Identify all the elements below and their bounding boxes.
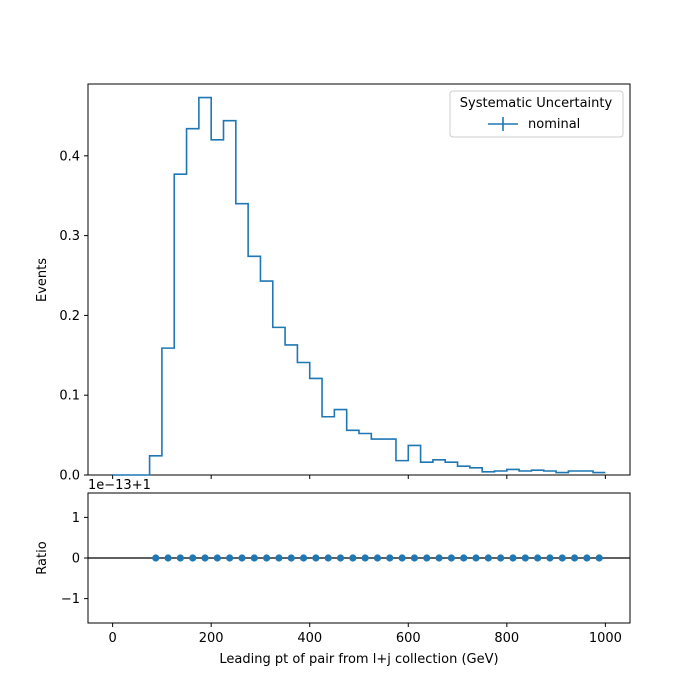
main-y-axis-label: Events — [35, 258, 50, 302]
ratio-point — [546, 554, 554, 562]
ratio-point — [521, 554, 529, 562]
ratio-point — [201, 554, 209, 562]
ratio-point — [472, 554, 480, 562]
x-tick-label: 0 — [108, 631, 116, 646]
ratio-point — [361, 554, 369, 562]
ratio-point — [595, 554, 603, 562]
legend-title: Systematic Uncertainty — [460, 96, 613, 111]
ratio-point — [534, 554, 542, 562]
main-y-tick-label: 0.3 — [59, 229, 80, 244]
legend-marker-nominal — [488, 117, 518, 131]
ratio-point — [509, 554, 517, 562]
ratio-offset-label: 1e−13+1 — [88, 478, 151, 493]
ratio-point — [152, 554, 160, 562]
ratio-point — [263, 554, 271, 562]
ratio-point — [423, 554, 431, 562]
ratio-point — [299, 554, 308, 562]
ratio-point — [386, 554, 394, 562]
ratio-point — [398, 554, 406, 562]
x-tick-label: 400 — [297, 631, 322, 646]
ratio-point — [558, 554, 566, 562]
main-y-tick-label: 0.4 — [59, 149, 80, 164]
ratio-y-ticks: −1 0 1 — [61, 511, 88, 607]
ratio-point — [373, 554, 382, 562]
x-tick-label: 1000 — [589, 631, 622, 646]
x-tick-label: 600 — [396, 631, 421, 646]
legend-box — [449, 90, 624, 138]
ratio-point — [435, 554, 443, 562]
ratio-point — [324, 554, 332, 562]
ratio-point — [349, 554, 357, 562]
ratio-point — [336, 554, 345, 562]
ratio-point — [275, 554, 283, 562]
x-tick-label: 800 — [494, 631, 519, 646]
ratio-point — [312, 554, 320, 562]
ratio-point — [189, 554, 197, 562]
ratio-point — [250, 554, 258, 562]
ratio-point — [213, 554, 221, 562]
series-nominal-step-line — [112, 96, 606, 476]
legend: Systematic Uncertainty nominal — [449, 90, 624, 138]
legend-entry-nominal: nominal — [528, 117, 580, 132]
ratio-point — [447, 554, 455, 562]
main-plot-frame — [87, 83, 631, 476]
ratio-point — [164, 554, 172, 562]
ratio-y-axis-label: Ratio — [35, 541, 50, 574]
main-y-ticks: 0.0 0.1 0.2 0.3 0.4 — [59, 149, 88, 484]
ratio-point — [176, 554, 184, 562]
ratio-point — [410, 554, 419, 562]
main-y-tick-label: 0.2 — [59, 309, 80, 324]
main-x-ticks — [112, 475, 606, 479]
ratio-y-tick-label: 0 — [72, 552, 80, 567]
x-tick-label: 200 — [199, 631, 224, 646]
ratio-point — [497, 554, 505, 562]
ratio-point — [460, 554, 468, 562]
ratio-point — [226, 554, 234, 562]
ratio-point — [238, 554, 246, 562]
ratio-point — [287, 554, 295, 562]
main-y-tick-label: 0.0 — [59, 469, 80, 484]
main-panel: 0.0 0.1 0.2 0.3 0.4 Events Systematic Uncert… — [35, 83, 631, 484]
ratio-point — [484, 554, 492, 562]
ratio-y-tick-label: 1 — [72, 511, 80, 526]
ratio-point — [570, 554, 579, 562]
ratio-points — [152, 554, 603, 562]
ratio-point — [583, 554, 591, 562]
main-y-tick-label: 0.1 — [59, 389, 80, 404]
x-axis-label: Leading pt of pair from l+j collection (… — [219, 652, 498, 667]
ratio-panel: 0 200 400 600 800 1000 −1 0 1 1e−13+1 Ratio Lea… — [35, 478, 631, 667]
ratio-x-ticks: 0 200 400 600 800 1000 — [108, 623, 622, 646]
ratio-y-tick-label: −1 — [61, 592, 80, 607]
